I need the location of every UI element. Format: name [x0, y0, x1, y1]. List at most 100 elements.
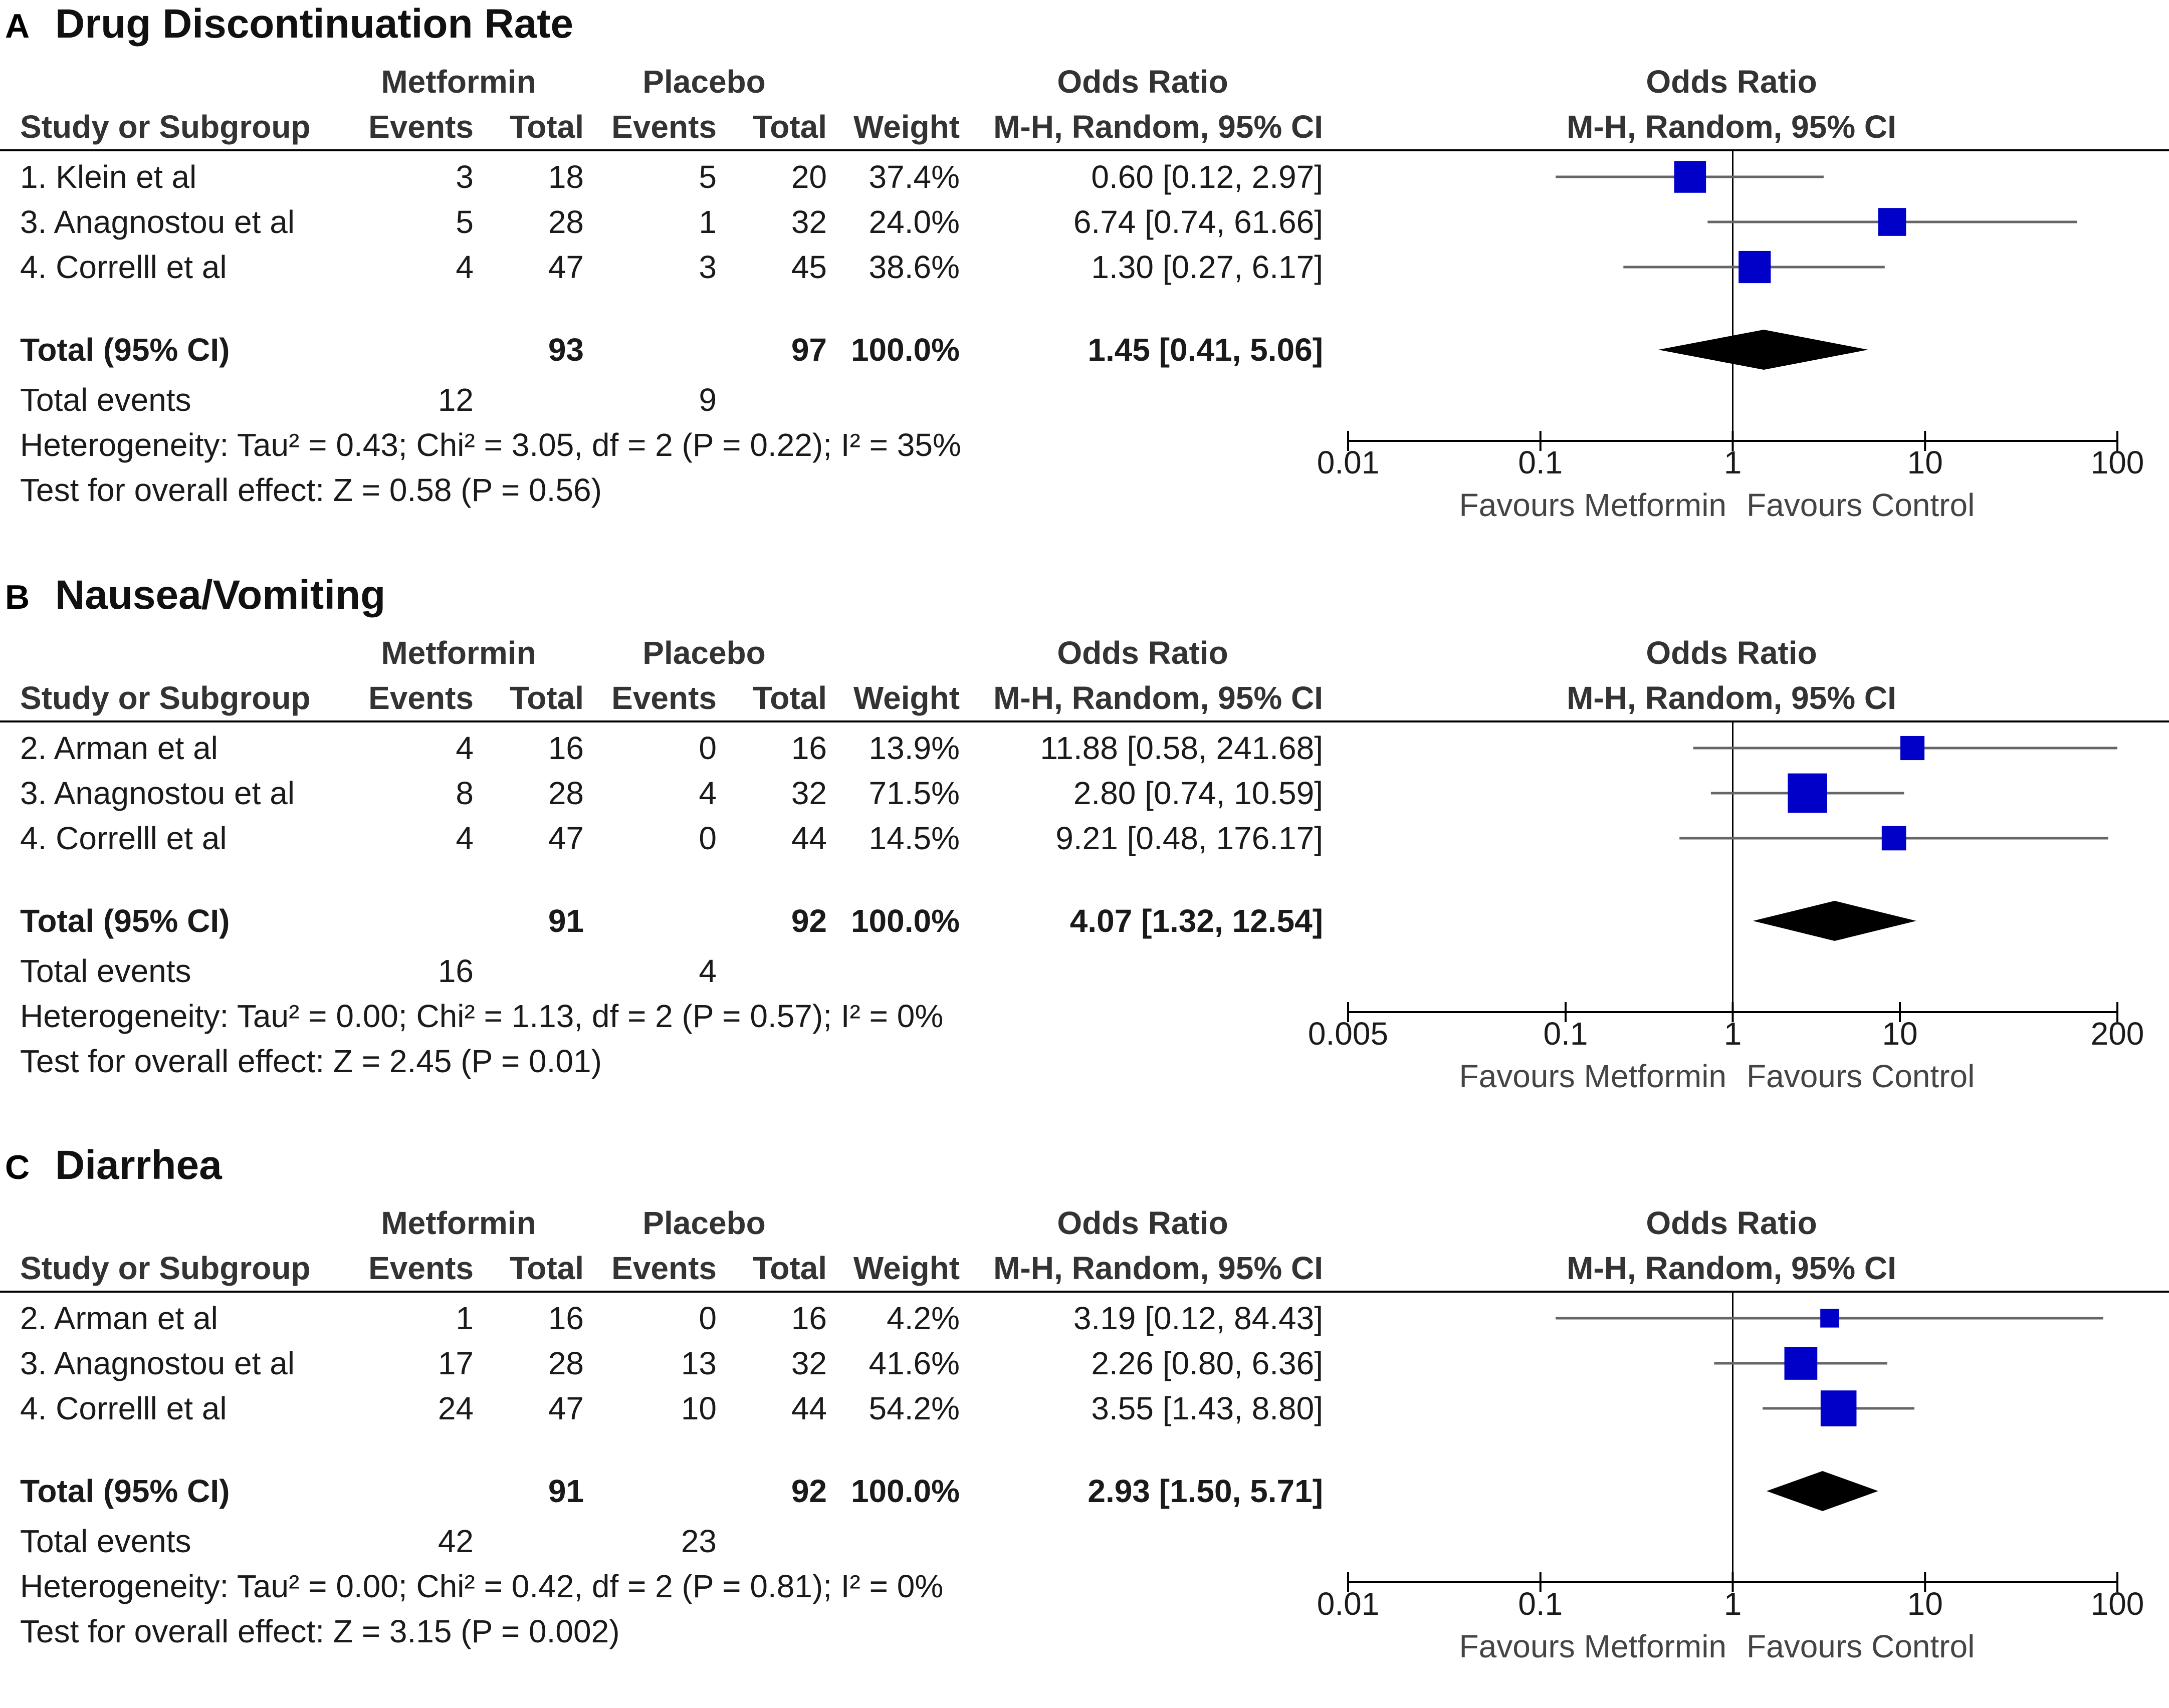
study-total-2: 32 [791, 775, 827, 811]
study-events-2: 0 [699, 820, 717, 856]
header-plot-odds-ratio: Odds Ratio [1646, 64, 1817, 100]
study-name: 3. Anagnostou et al [20, 204, 295, 240]
study-weight: 13.9% [869, 730, 960, 766]
x-axis-tick-label: 1 [1724, 1016, 1742, 1052]
header-total-1: Total [510, 680, 584, 716]
study-events-2: 4 [699, 775, 717, 811]
study-ci: 2.26 [0.80, 6.36] [1091, 1345, 1323, 1381]
study-name: 3. Anagnostou et al [20, 1345, 295, 1381]
forest-plot-b: B Nausea/Vomiting Metformin Placebo Odds Rat… [0, 572, 2169, 1094]
header-total-2: Total [753, 680, 827, 716]
total-label: Total (95% CI) [20, 903, 230, 939]
total-n1: 91 [548, 1473, 584, 1509]
favours-right-label: Favours Control [1747, 1628, 1975, 1664]
study-events-2: 1 [699, 204, 717, 240]
overall-effect: Test for overall effect: Z = 3.15 (P = 0… [20, 1613, 620, 1649]
study-events-2: 0 [699, 1300, 717, 1336]
overall-effect: Test for overall effect: Z = 2.45 (P = 0… [20, 1043, 602, 1079]
x-axis-tick-label: 0.005 [1308, 1016, 1388, 1052]
panel-letter: A [5, 7, 30, 45]
header-plot-method: M-H, Random, 95% CI [1567, 680, 1896, 716]
total-events-label: Total events [20, 1523, 191, 1559]
study-total-2: 44 [791, 820, 827, 856]
total-weight: 100.0% [851, 903, 960, 939]
header-metformin: Metformin [381, 64, 536, 100]
study-total-1: 47 [548, 820, 584, 856]
header-metformin: Metformin [381, 1205, 536, 1241]
total-diamond [1767, 1471, 1878, 1511]
study-ci: 1.30 [0.27, 6.17] [1091, 249, 1323, 285]
total-n1: 91 [548, 903, 584, 939]
total-events-label: Total events [20, 953, 191, 989]
total-events-1: 42 [438, 1523, 474, 1559]
total-weight: 100.0% [851, 1473, 960, 1509]
panel-nausea-vomiting: B Nausea/Vomiting Metformin Placebo Odds Rat… [0, 571, 2169, 1137]
panel-title: Drug Discontinuation Rate [55, 1, 573, 47]
heterogeneity: Heterogeneity: Tau² = 0.00; Chi² = 0.42,… [20, 1568, 943, 1604]
x-axis-tick-label: 100 [2091, 1586, 2144, 1622]
study-events-1: 4 [456, 820, 474, 856]
study-events-1: 1 [456, 1300, 474, 1336]
header-odds-ratio: Odds Ratio [1057, 1205, 1228, 1241]
study-events-2: 3 [699, 249, 717, 285]
study-events-2: 13 [681, 1345, 717, 1381]
x-axis-tick-label: 10 [1907, 444, 1943, 480]
total-events-1: 16 [438, 953, 474, 989]
header-total-1: Total [510, 109, 584, 145]
study-weight: 41.6% [869, 1345, 960, 1381]
x-axis-tick-label: 1 [1724, 1586, 1742, 1622]
header-weight: Weight [853, 109, 960, 145]
study-total-2: 20 [791, 159, 827, 195]
study-square [1900, 736, 1925, 761]
study-events-2: 0 [699, 730, 717, 766]
total-n2: 92 [791, 1473, 827, 1509]
study-total-1: 18 [548, 159, 584, 195]
total-n1: 93 [548, 332, 584, 368]
forest-plot-a: A Drug Discontinuation Rate Metformin Place… [0, 1, 2169, 523]
study-events-1: 24 [438, 1390, 474, 1426]
favours-left-label: Favours Metformin [1459, 1628, 1726, 1664]
study-total-1: 28 [548, 204, 584, 240]
x-axis-tick-label: 1 [1724, 444, 1742, 480]
total-weight: 100.0% [851, 332, 960, 368]
study-total-2: 44 [791, 1390, 827, 1426]
x-axis-tick-label: 0.1 [1518, 1586, 1563, 1622]
study-ci: 3.55 [1.43, 8.80] [1091, 1390, 1323, 1426]
overall-effect: Test for overall effect: Z = 0.58 (P = 0… [20, 472, 602, 508]
header-study: Study or Subgroup [20, 680, 311, 716]
favours-right-label: Favours Control [1747, 487, 1975, 523]
total-events-1: 12 [438, 382, 474, 418]
total-label: Total (95% CI) [20, 332, 230, 368]
header-events-1: Events [368, 109, 474, 145]
study-total-2: 32 [791, 204, 827, 240]
study-weight: 24.0% [869, 204, 960, 240]
study-square [1784, 1347, 1818, 1380]
study-events-1: 8 [456, 775, 474, 811]
study-name: 4. Correlll et al [20, 1390, 227, 1426]
total-events-2: 4 [699, 953, 717, 989]
heterogeneity: Heterogeneity: Tau² = 0.43; Chi² = 3.05,… [20, 427, 961, 463]
header-study: Study or Subgroup [20, 1250, 311, 1286]
study-square [1881, 826, 1906, 851]
study-name: 1. Klein et al [20, 159, 196, 195]
study-ci: 2.80 [0.74, 10.59] [1073, 775, 1323, 811]
study-total-2: 16 [791, 1300, 827, 1336]
study-name: 2. Arman et al [20, 1300, 218, 1336]
study-ci: 6.74 [0.74, 61.66] [1073, 204, 1323, 240]
study-square [1739, 251, 1771, 284]
study-events-2: 10 [681, 1390, 717, 1426]
header-events-2: Events [611, 680, 717, 716]
study-square [1878, 208, 1906, 236]
total-events-label: Total events [20, 382, 191, 418]
x-axis-tick-label: 100 [2091, 444, 2144, 480]
total-events-2: 23 [681, 1523, 717, 1559]
study-name: 3. Anagnostou et al [20, 775, 295, 811]
total-ci: 4.07 [1.32, 12.54] [1070, 903, 1323, 939]
panel-drug-discontinuation: A Drug Discontinuation Rate Metformin Place… [0, 0, 2169, 566]
x-axis-tick-label: 200 [2091, 1016, 2144, 1052]
x-axis-tick-label: 0.1 [1543, 1016, 1588, 1052]
study-ci: 3.19 [0.12, 84.43] [1073, 1300, 1323, 1336]
header-plot-odds-ratio: Odds Ratio [1646, 1205, 1817, 1241]
total-events-2: 9 [699, 382, 717, 418]
header-placebo: Placebo [642, 1205, 765, 1241]
